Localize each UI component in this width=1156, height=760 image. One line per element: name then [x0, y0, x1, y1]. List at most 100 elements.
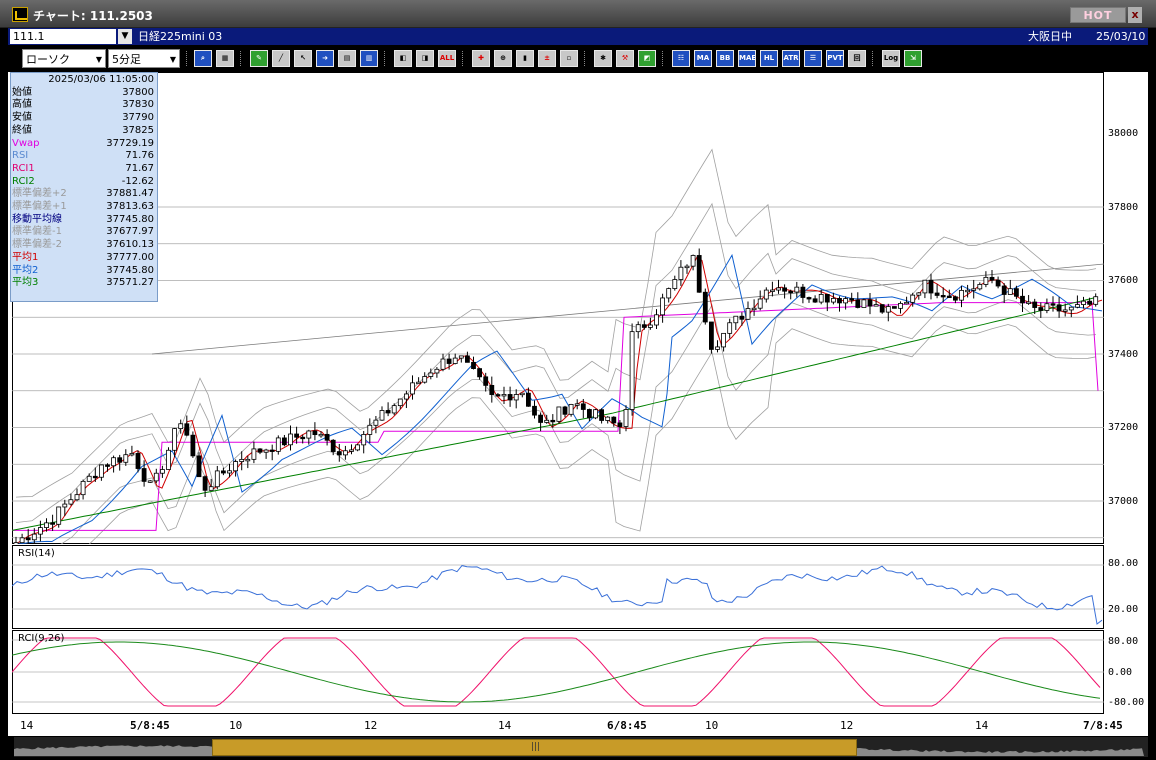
- candle-body: [257, 448, 263, 453]
- candle-body: [220, 470, 226, 474]
- session-date: 25/03/10: [1096, 30, 1146, 43]
- pvt-button[interactable]: PVT: [826, 50, 844, 67]
- ma-button[interactable]: MA: [694, 50, 712, 67]
- rci2-line: [12, 641, 1101, 703]
- indicator-icon[interactable]: ☷: [672, 50, 690, 67]
- candle-body: [349, 449, 354, 452]
- candle-body: [495, 394, 501, 397]
- delete-icon[interactable]: ▥: [360, 50, 378, 67]
- candle-body: [92, 475, 98, 479]
- chevron-down-icon: ▼: [95, 55, 102, 64]
- bars-icon[interactable]: ▮: [516, 50, 534, 67]
- time-axis-label: 14: [975, 719, 989, 732]
- candle-body: [403, 393, 409, 400]
- candle-body: [745, 308, 751, 320]
- kai-button[interactable]: 回: [848, 50, 866, 67]
- candle-body: [629, 331, 635, 410]
- search-icon[interactable]: ⌕: [194, 50, 212, 67]
- info-rows: 始値 37800 高値 37830 安値 37790 終値 37825 Vwap 37729.19…: [11, 87, 154, 290]
- all-button[interactable]: ALL: [438, 50, 456, 67]
- price-axis-label: 37800: [1108, 202, 1139, 213]
- pv-button[interactable]: ☰: [804, 50, 822, 67]
- rsi-axis-label: 80.00: [1108, 558, 1139, 569]
- pen-icon[interactable]: ✎: [250, 50, 268, 67]
- memo-icon[interactable]: ▤: [338, 50, 356, 67]
- symbol-dropdown-icon[interactable]: ▼: [118, 29, 132, 44]
- candle-body: [1068, 306, 1074, 311]
- cross-icon[interactable]: ✚: [472, 50, 490, 67]
- toolbar-separator: [240, 51, 243, 66]
- candle-body: [68, 499, 74, 505]
- candle-body: [733, 315, 739, 324]
- candle-body: [324, 433, 330, 441]
- candle-body: [141, 468, 147, 482]
- info-value: 37729.19: [106, 137, 154, 149]
- candle-body: [971, 288, 977, 291]
- info-value: 71.76: [125, 150, 154, 162]
- arrow-icon[interactable]: ➜: [316, 50, 334, 67]
- chart-type-select[interactable]: ローソク ▼: [22, 49, 106, 68]
- marker-icon[interactable]: ◧: [394, 50, 412, 67]
- candle-body: [916, 292, 922, 296]
- time-axis-label: 5/8:45: [130, 719, 170, 732]
- candle-body: [892, 306, 897, 309]
- log-button[interactable]: Log: [882, 50, 900, 67]
- candle-body: [989, 276, 995, 281]
- rsi-panel[interactable]: [12, 545, 1104, 629]
- marker2-icon[interactable]: ◨: [416, 50, 434, 67]
- symbol-code-input[interactable]: 111.1: [10, 29, 116, 44]
- info-key: 平均2: [12, 264, 39, 276]
- candle-body: [678, 266, 684, 280]
- scrollbar-thumb[interactable]: [212, 739, 857, 756]
- info-key: 平均1: [12, 251, 39, 263]
- color-icon[interactable]: ◩: [638, 50, 656, 67]
- candle-body: [910, 294, 916, 303]
- interval-select[interactable]: 5分足 ▼: [108, 49, 180, 68]
- candle-body: [202, 476, 208, 491]
- info-value: 37610.13: [106, 239, 154, 251]
- candle-body: [489, 384, 495, 395]
- candle-body: [208, 486, 214, 491]
- candle-body: [1093, 296, 1099, 305]
- hot-button[interactable]: HOT: [1070, 7, 1126, 23]
- layout-icon[interactable]: ▦: [216, 50, 234, 67]
- candle-body: [995, 279, 1001, 287]
- candle-body: [464, 355, 470, 363]
- bollinger-band-line: [15, 202, 1097, 523]
- settings-icon[interactable]: ✱: [594, 50, 612, 67]
- export-icon[interactable]: ⇲: [904, 50, 922, 67]
- tool-icon[interactable]: ⚒: [616, 50, 634, 67]
- candle-body: [233, 461, 239, 472]
- bb-button[interactable]: BB: [716, 50, 734, 67]
- info-row: 移動平均線 37745.80: [11, 214, 154, 227]
- info-row: 始値 37800: [11, 87, 154, 100]
- candle-body: [593, 409, 598, 419]
- time-axis-label: 10: [705, 719, 719, 732]
- title-bar[interactable]: チャート: 111.2503 HOT x: [0, 0, 1156, 28]
- rsi-panel-label: RSI(14): [18, 548, 55, 559]
- info-key: 高値: [12, 99, 32, 111]
- mae-button[interactable]: MAE: [738, 50, 756, 67]
- candle-body: [959, 289, 964, 301]
- candle-body: [452, 357, 458, 364]
- candle-body: [648, 324, 653, 328]
- hl-button[interactable]: HL: [760, 50, 778, 67]
- rci-chart-svg: [12, 637, 1104, 707]
- zoom-icon[interactable]: ⊕: [494, 50, 512, 67]
- candle-body: [13, 542, 19, 544]
- exchange-label: 大阪日中: [1028, 30, 1072, 43]
- close-icon[interactable]: x: [1128, 7, 1142, 23]
- line-icon[interactable]: ╱: [272, 50, 290, 67]
- plusminus-icon[interactable]: ±: [538, 50, 556, 67]
- candle-body: [1081, 300, 1086, 305]
- info-key: 標準偏差-2: [12, 239, 62, 251]
- scrollbar-grip-icon[interactable]: |||: [531, 742, 541, 752]
- lock-icon[interactable]: ▫: [560, 50, 578, 67]
- cursor-icon[interactable]: ↖: [294, 50, 312, 67]
- info-row: 終値 37825: [11, 125, 154, 138]
- info-row: RCI1 71.67: [11, 163, 154, 176]
- candle-body: [879, 304, 885, 313]
- candle-body: [239, 458, 245, 462]
- time-axis-label: 10: [229, 719, 243, 732]
- atr-button[interactable]: ATR: [782, 50, 800, 67]
